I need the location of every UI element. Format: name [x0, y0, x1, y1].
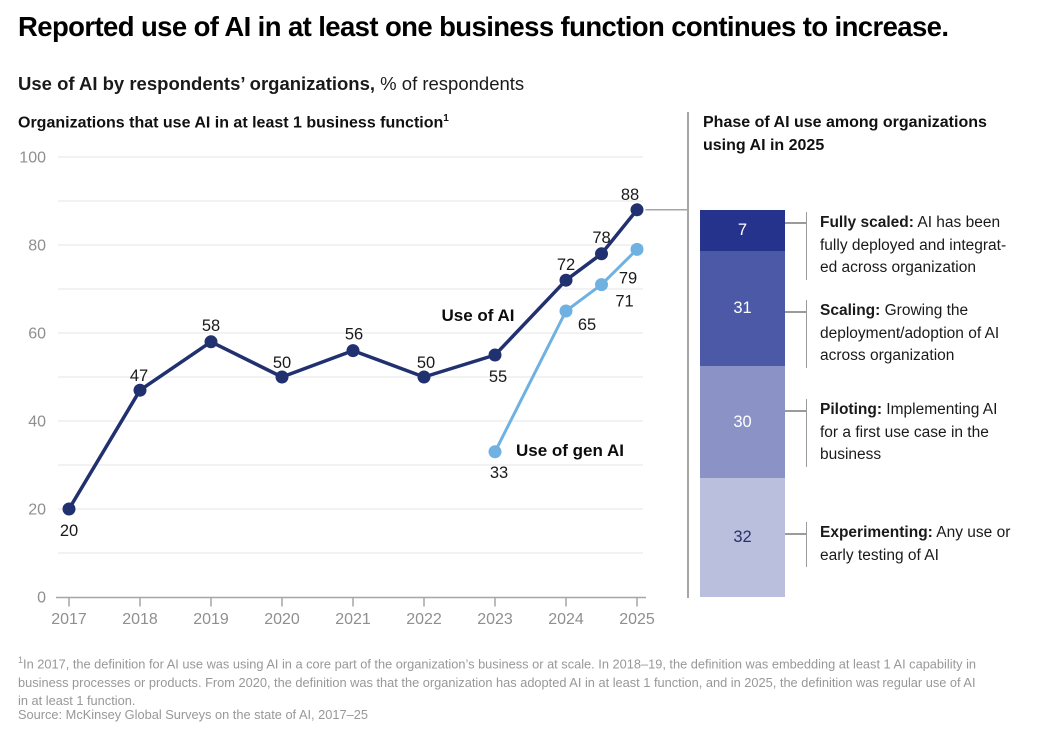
- phase-definition: Growing the deployment/adoption of AI ac…: [820, 302, 1000, 364]
- y-tick-label: 100: [19, 150, 46, 167]
- x-tick-label: 2018: [122, 611, 158, 628]
- phase-term: Fully scaled:: [820, 214, 914, 231]
- subtitle-emphasis: Use of AI by respondents’ organizations,: [18, 73, 376, 94]
- phase-item-experimenting: Experimenting: Any use or early testing …: [806, 522, 1018, 567]
- bar-segment: 31: [700, 250, 785, 367]
- stacked-bar: 7 31 30 32: [700, 210, 785, 597]
- x-tick-label: 2024: [548, 611, 584, 628]
- value-label: 50: [273, 354, 291, 372]
- series-line: [67, 208, 639, 510]
- line-chart: 2017 2018 2019 2020 2021 2022 2023 2024 2025 0 20 4…: [19, 150, 688, 628]
- value-label: 55: [489, 368, 507, 386]
- line-chart-title: Organizations that use AI in at least 1 …: [18, 113, 449, 132]
- data-point: [275, 370, 289, 384]
- bar-segment: 30: [700, 366, 785, 479]
- x-tick-label: 2025: [619, 611, 655, 628]
- footnote-mark: 1: [443, 113, 449, 124]
- y-tick-label: 80: [28, 238, 46, 255]
- data-point: [488, 445, 502, 459]
- bracket-connector-fully-scaled: [785, 222, 806, 224]
- bracket-connector-experimenting: [785, 533, 806, 535]
- phase-term: Scaling:: [820, 302, 881, 319]
- data-point: [630, 203, 644, 217]
- bar-segment: 7: [700, 210, 785, 251]
- value-label: 71: [615, 293, 633, 311]
- footnote-mark: 1: [18, 655, 24, 665]
- data-point: [204, 335, 218, 349]
- phase-item-piloting: Piloting: Implementing AI for a first us…: [806, 399, 1018, 467]
- series-label: Use of gen AI: [516, 441, 624, 460]
- bracket-connector-scaling: [785, 311, 806, 313]
- value-label: 78: [592, 229, 610, 247]
- value-label: 56: [345, 326, 363, 344]
- value-label: 20: [60, 522, 78, 540]
- y-tick-label: 0: [37, 590, 46, 607]
- x-tick-label: 2021: [335, 611, 371, 628]
- bar-segment: 32: [700, 478, 785, 597]
- data-point: [62, 502, 76, 516]
- footnote: 1In 2017, the definition for AI use was …: [18, 655, 977, 709]
- y-tick-label: 20: [28, 502, 46, 519]
- data-point: [346, 344, 360, 358]
- data-point: [559, 304, 573, 318]
- data-point: [559, 273, 573, 287]
- series-line: [493, 248, 639, 453]
- series-label: Use of AI: [441, 306, 514, 325]
- data-point: [488, 348, 502, 362]
- phase-panel-title: Phase of AI use among organizations usin…: [703, 114, 987, 154]
- data-point: [630, 242, 644, 256]
- subtitle-unit: % of respondents: [375, 73, 525, 94]
- panel-divider: [687, 112, 689, 598]
- value-label: 58: [202, 317, 220, 335]
- value-label: 65: [578, 316, 596, 334]
- y-tick-label: 60: [28, 326, 46, 343]
- data-point: [133, 383, 147, 397]
- value-label: 88: [621, 186, 639, 204]
- value-label: 47: [130, 367, 148, 385]
- value-label: 50: [417, 354, 435, 372]
- phase-definition: AI has been fully deployed and integrat­…: [820, 214, 1007, 276]
- data-point: [595, 247, 608, 261]
- phase-item-fully-scaled: Fully scaled: AI has been fully deployed…: [806, 212, 1018, 280]
- chart-subtitle: Use of AI by respondents’ organizations,…: [18, 73, 524, 95]
- phase-item-scaling: Scaling: Growing the deployment/adoption…: [806, 300, 1000, 368]
- page-title: Reported use of AI in at least one busin…: [18, 11, 949, 42]
- bracket-connector-piloting: [785, 410, 806, 412]
- x-tick-label: 2019: [193, 611, 229, 628]
- phase-term: Piloting:: [820, 401, 882, 418]
- value-label: 33: [490, 464, 508, 482]
- source-line: Source: McKinsey Global Surveys on the s…: [18, 707, 368, 722]
- x-tick-label: 2020: [264, 611, 300, 628]
- x-tick-label: 2023: [477, 611, 513, 628]
- phase-definition: Implementing AI for a first use case in …: [820, 401, 998, 463]
- data-point: [417, 370, 431, 384]
- value-label: 72: [557, 256, 575, 274]
- x-tick-label: 2022: [406, 611, 442, 628]
- y-tick-label: 40: [28, 414, 46, 431]
- x-tick-label: 2017: [51, 611, 87, 628]
- phase-term: Experimenting:: [820, 524, 933, 541]
- phase-definition: Any use or early testing of AI: [820, 524, 1011, 564]
- value-label: 79: [619, 269, 637, 287]
- data-point: [595, 278, 608, 292]
